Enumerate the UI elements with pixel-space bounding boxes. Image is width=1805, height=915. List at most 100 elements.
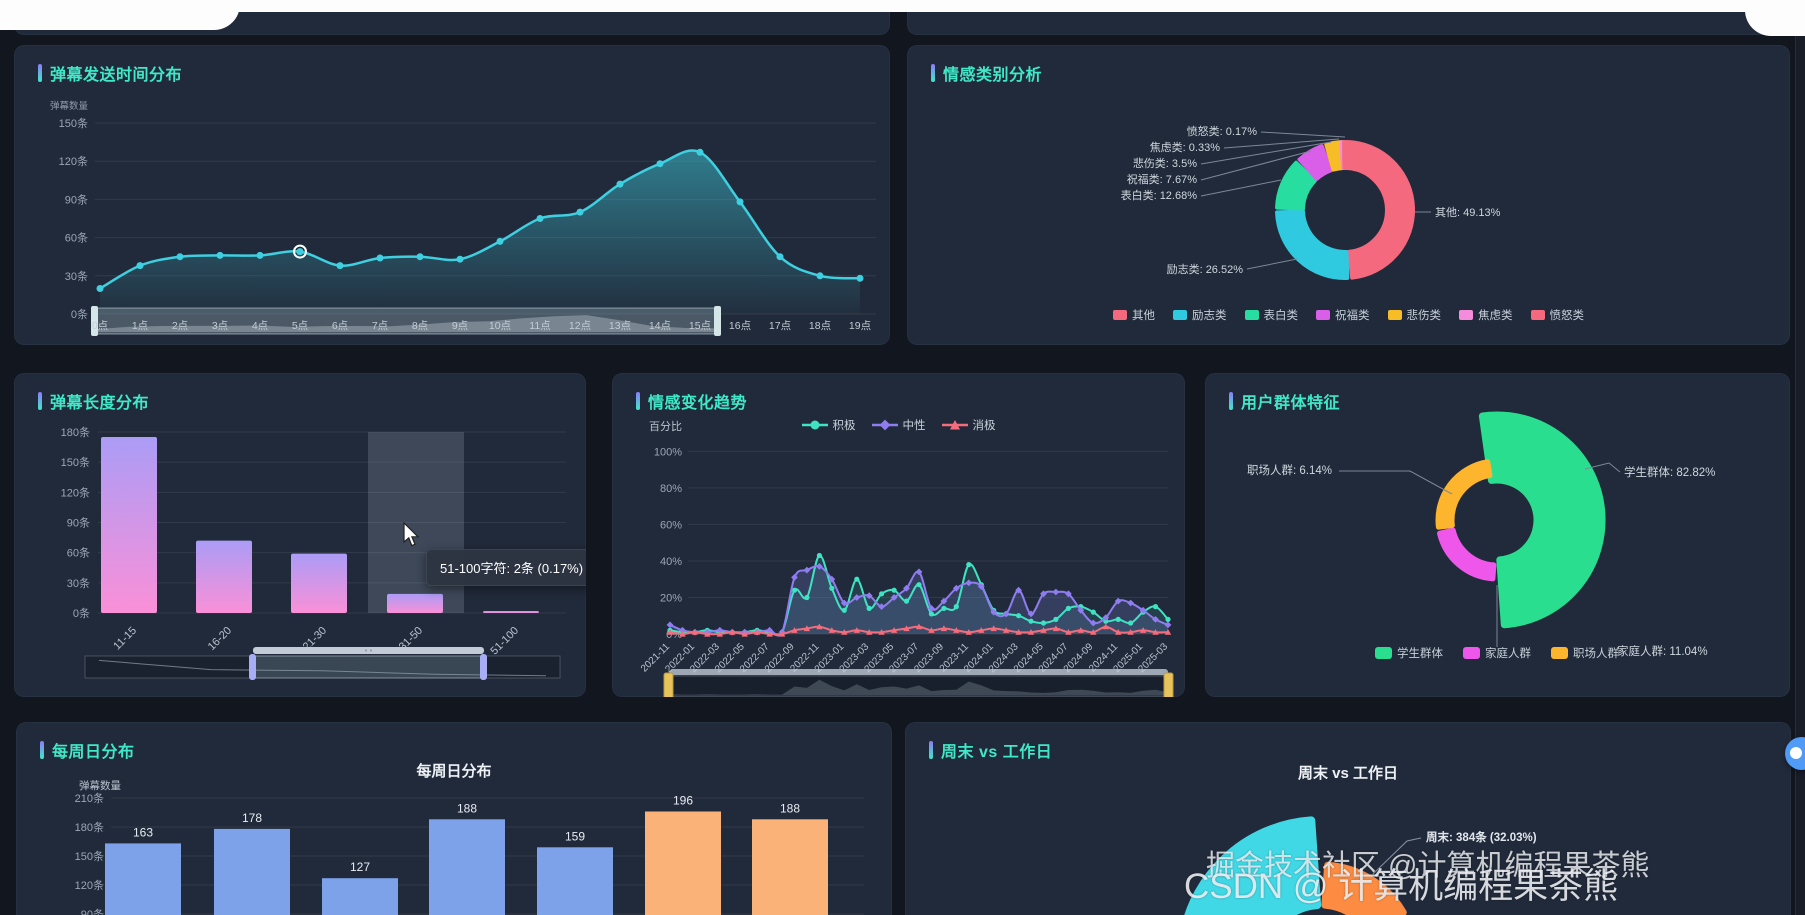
legend-item[interactable]: 表白类: [1244, 307, 1299, 323]
legend-item[interactable]: 积极: [801, 417, 856, 433]
legend-label: 愤怒类: [1549, 310, 1585, 322]
legend-label: 祝福类: [1335, 310, 1370, 322]
svg-text:16-20: 16-20: [206, 625, 234, 653]
legend-label: 学生群体: [1397, 648, 1443, 660]
svg-text:40%: 40%: [660, 556, 682, 568]
pie-slice-祝福类[interactable]: [1297, 144, 1333, 181]
panel-title-sentiment-trend: 情感变化趋势: [648, 395, 748, 412]
legend-marker-diamond: [871, 419, 898, 431]
svg-text:159: 159: [565, 829, 585, 843]
trend-datazoom-slider[interactable]: [663, 669, 1174, 697]
weekday-bar-6[interactable]: [645, 811, 721, 915]
panel-title-sentiment-category: 情感类别分析: [943, 67, 1043, 84]
svg-text:14点: 14点: [649, 320, 671, 332]
legend-item[interactable]: 职场人群: [1551, 645, 1619, 661]
svg-text:120条: 120条: [61, 485, 90, 499]
bar-51-100[interactable]: [483, 610, 539, 613]
svg-text:1点: 1点: [132, 320, 148, 332]
bar-21-30[interactable]: [291, 553, 347, 613]
svg-text:30条: 30条: [65, 269, 88, 283]
legend-marker-circle: [801, 420, 828, 430]
svg-text:60条: 60条: [67, 546, 90, 560]
weekday-bar-4[interactable]: [429, 819, 505, 915]
svg-text:178: 178: [242, 811, 262, 825]
weekday-bar-7[interactable]: [752, 819, 828, 915]
panel-accent-bar: [929, 741, 933, 759]
legend-item[interactable]: 祝福类: [1316, 307, 1370, 323]
panel-accent-bar: [636, 392, 640, 410]
svg-text:周末: 384条 (32.03%): 周末: 384条 (32.03%): [1426, 830, 1537, 844]
legend-item[interactable]: 其他: [1113, 307, 1155, 323]
legend-label: 其他: [1132, 310, 1155, 322]
weekday-bar-chart[interactable]: 210条 180条 150条 120条 90条 弹幕数量 163 178 127 188 159 19…: [16, 722, 892, 915]
pie-slice-表白类[interactable]: [1275, 160, 1317, 211]
svg-text:10点: 10点: [489, 320, 511, 332]
panel-time-distribution: 弹幕发送时间分布 150条 120条 90条 60条 30条 0条 弹幕数量 0点 1点 2点 3点…: [14, 45, 890, 345]
svg-text:励志类: 26.52%: 励志类: 26.52%: [1167, 262, 1244, 276]
svg-text:悲伤类: 3.5%: 悲伤类: 3.5%: [1133, 156, 1197, 170]
legend-item[interactable]: 消极: [941, 417, 996, 433]
legend-label: 积极: [832, 420, 856, 432]
svg-text:13点: 13点: [609, 320, 631, 332]
svg-text:表白类: 12.68%: 表白类: 12.68%: [1121, 188, 1198, 202]
panel-accent-bar: [40, 741, 44, 759]
time-datazoom-slider[interactable]: [91, 306, 721, 336]
user-groups-rose-chart[interactable]: 职场人群: 6.14% 学生群体: 82.82% 家庭人群: 11.04%: [1205, 373, 1790, 697]
pie-slice-学生群体[interactable]: [1478, 411, 1606, 629]
panel-length-distribution: 弹幕长度分布 180条 150条 120条 90条 60条 30条 0条 11-15 16-20…: [14, 373, 586, 697]
svg-text:150条: 150条: [61, 455, 90, 469]
svg-text:188: 188: [457, 801, 477, 815]
legend-item[interactable]: 焦虑类: [1459, 307, 1513, 323]
weekend-vs-workday-rose-chart[interactable]: 周末: 384条 (32.03%): [905, 722, 1791, 915]
sentiment-category-donut-chart[interactable]: 愤怒类: 0.17% 焦虑类: 0.33% 悲伤类: 3.5% 祝福类: 7.67% 表…: [907, 45, 1790, 345]
pie-slice-愤怒类[interactable]: [1342, 139, 1348, 170]
panel-title-user-groups: 用户群体特征: [1241, 395, 1341, 412]
legend-item[interactable]: 学生群体: [1375, 645, 1443, 661]
legend-label: 消极: [972, 420, 996, 432]
bar-31-50[interactable]: [387, 593, 443, 613]
weekday-bar-2[interactable]: [214, 828, 290, 915]
browser-scrollbar[interactable]: [1795, 0, 1805, 915]
legend-item[interactable]: 愤怒类: [1530, 307, 1585, 323]
weekday-bar-5[interactable]: [537, 847, 613, 915]
bar-11-15[interactable]: [101, 437, 157, 613]
svg-text:180条: 180条: [75, 820, 104, 834]
bar-16-20[interactable]: [196, 540, 252, 613]
svg-text:90条: 90条: [65, 192, 88, 206]
length-datazoom-slider[interactable]: [84, 647, 561, 680]
legend-label: 悲伤类: [1406, 310, 1442, 322]
svg-text:6点: 6点: [332, 320, 348, 332]
time-distribution-chart[interactable]: 150条 120条 90条 60条 30条 0条 弹幕数量 0点 1点 2点 3点 4点 5点 6点 7点 8…: [14, 45, 890, 345]
legend-item[interactable]: 悲伤类: [1387, 307, 1442, 323]
panel-weekend-vs-workday: 周末 vs 工作日 周末 vs 工作日 周末: 384条 (32.03%): [905, 722, 1791, 915]
sentiment-trend-line-chart[interactable]: 100%80%60%40%20%0%百分比2021-112022-012022-…: [612, 373, 1185, 697]
pie-slice-家庭人群[interactable]: [1437, 527, 1497, 582]
svg-text:17点: 17点: [769, 320, 791, 332]
panel-title-time-distribution: 弹幕发送时间分布: [50, 67, 183, 84]
chart-tooltip: 51-100字符: 2条 (0.17%): [426, 549, 586, 586]
floating-assistant-button[interactable]: [1785, 737, 1805, 770]
pie-slice-职场人群[interactable]: [1435, 459, 1493, 530]
legend-label: 焦虑类: [1478, 310, 1513, 322]
pie-slice-周末[interactable]: [1321, 861, 1407, 915]
weekday-bar-3[interactable]: [322, 878, 398, 915]
svg-text:80%: 80%: [660, 483, 682, 495]
panel-user-groups: 用户群体特征 职场人群: 6.14% 学生群体: 82.82% 家庭人群: 11.0…: [1205, 373, 1790, 697]
legend-item[interactable]: 家庭人群: [1463, 645, 1531, 661]
legend-label: 中性: [902, 420, 926, 432]
pie-slice-其他[interactable]: [1344, 140, 1415, 280]
svg-text:100%: 100%: [654, 446, 682, 458]
panel-title-length-distribution: 弹幕长度分布: [50, 395, 150, 412]
weekday-bar-1[interactable]: [105, 843, 181, 915]
pie-slice-工作日[interactable]: [1181, 816, 1322, 915]
legend-swatch: [1551, 647, 1568, 659]
legend-item[interactable]: 中性: [871, 417, 926, 433]
svg-text:19点: 19点: [849, 320, 871, 332]
svg-text:90条: 90条: [67, 516, 90, 530]
legend-label: 表白类: [1263, 310, 1299, 322]
svg-text:60条: 60条: [65, 231, 88, 245]
legend-swatch: [1387, 310, 1402, 320]
legend-item[interactable]: 励志类: [1173, 307, 1227, 323]
pie-slice-励志类[interactable]: [1275, 209, 1350, 280]
